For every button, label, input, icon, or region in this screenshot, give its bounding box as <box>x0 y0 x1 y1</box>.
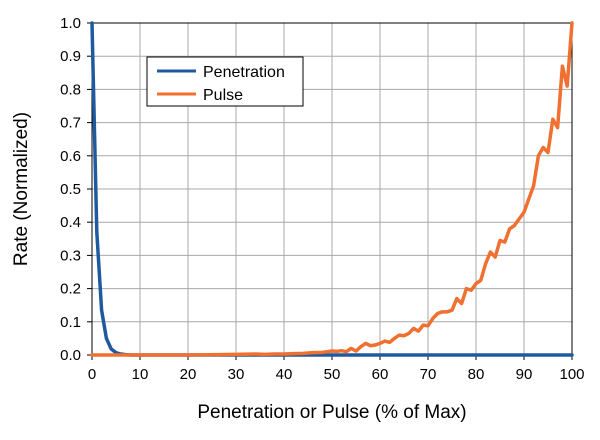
y-tick-label-1: 0.1 <box>60 314 81 331</box>
x-axis-ticks: 0 10 20 30 40 50 60 70 80 90 100 <box>88 355 585 383</box>
x-axis-title: Penetration or Pulse (% of Max) <box>197 402 466 423</box>
legend-label-pulse: Pulse <box>203 87 243 104</box>
x-tick-label-3: 30 <box>228 366 245 383</box>
y-tick-label-9: 0.9 <box>60 48 81 65</box>
x-tick-label-2: 20 <box>180 366 197 383</box>
legend-label-penetration: Penetration <box>203 64 285 81</box>
y-tick-label-2: 0.2 <box>60 281 81 298</box>
y-tick-label-4: 0.4 <box>60 214 81 231</box>
y-axis-ticks: 0.0 0.1 0.2 0.3 0.4 0.5 0.6 0.7 0.8 0.9 1.0 <box>60 15 92 364</box>
x-tick-label-4: 40 <box>276 366 293 383</box>
y-tick-label-5: 0.5 <box>60 181 81 198</box>
x-tick-label-5: 50 <box>324 366 341 383</box>
legend-box <box>146 56 304 107</box>
legend: Penetration Pulse <box>146 56 304 107</box>
y-axis-title: Rate (Normalized) <box>11 112 32 266</box>
series-layer <box>90 21 574 357</box>
x-tick-label-10: 100 <box>559 366 584 383</box>
y-tick-label-10: 1.0 <box>60 15 81 32</box>
x-tick-label-8: 80 <box>468 366 485 383</box>
x-tick-label-9: 90 <box>516 366 533 383</box>
y-tick-label-0: 0.0 <box>60 347 81 364</box>
y-tick-label-8: 0.8 <box>60 81 81 98</box>
y-tick-label-7: 0.7 <box>60 115 81 132</box>
y-tick-label-3: 0.3 <box>60 247 81 264</box>
series-line-pulse <box>90 21 574 357</box>
x-tick-label-7: 70 <box>420 366 437 383</box>
x-tick-label-1: 10 <box>132 366 149 383</box>
x-tick-label-6: 60 <box>372 366 389 383</box>
y-tick-label-6: 0.6 <box>60 148 81 165</box>
x-tick-label-0: 0 <box>88 366 96 383</box>
